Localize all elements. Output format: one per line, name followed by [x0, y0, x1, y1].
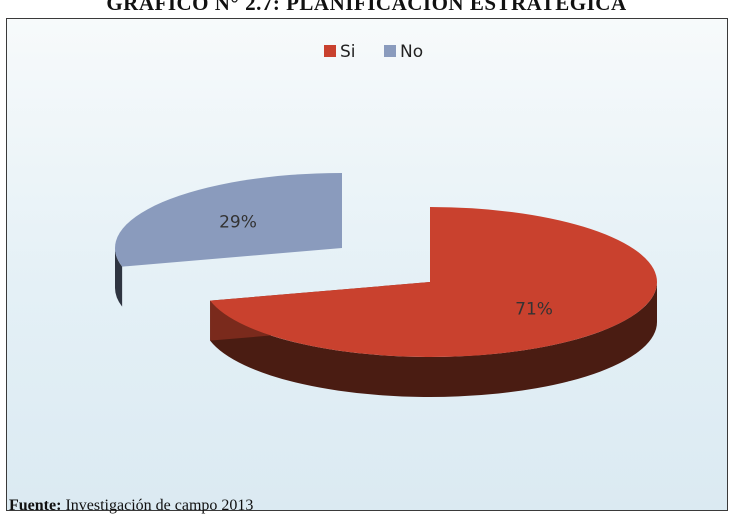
legend-label-si: Si — [340, 42, 356, 62]
source-text: Investigación de campo 2013 — [61, 497, 254, 514]
legend-label-no: No — [400, 42, 423, 62]
data-label-si: 71% — [515, 300, 553, 320]
legend-swatch-si — [324, 45, 336, 57]
pie-slices: 29% 71% — [115, 173, 658, 397]
slice-no-top — [115, 173, 342, 267]
slice-si-top — [210, 207, 658, 358]
legend: Si No — [324, 42, 423, 62]
slice-no-side — [115, 248, 123, 307]
chart-title: GRÁFICO N° 2.7: PLANIFICACIÓN ESTRATÉGIC… — [106, 0, 627, 15]
source-label: Fuente: — [9, 497, 62, 514]
slice-si-side — [210, 282, 657, 397]
slice-si: 71% — [210, 207, 658, 397]
source-note: Fuente: Investigación de campo 2013 — [9, 497, 253, 515]
legend-swatch-no — [384, 45, 396, 57]
data-label-no: 29% — [219, 212, 257, 232]
slice-no: 29% — [115, 173, 342, 307]
